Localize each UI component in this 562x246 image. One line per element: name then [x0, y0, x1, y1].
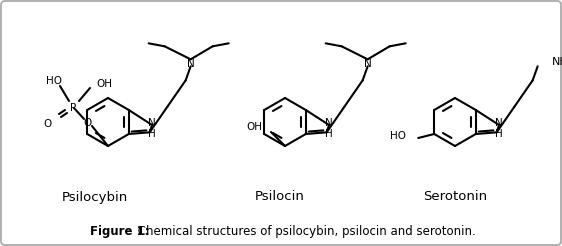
Text: H: H — [324, 129, 332, 139]
Text: Psilocin: Psilocin — [255, 190, 305, 203]
Text: OH: OH — [96, 79, 112, 89]
Text: Chemical structures of psilocybin, psilocin and serotonin.: Chemical structures of psilocybin, psilo… — [134, 226, 476, 239]
Text: HO: HO — [390, 131, 406, 141]
Text: N: N — [495, 118, 502, 128]
Text: OH: OH — [246, 122, 262, 132]
Text: O: O — [44, 119, 52, 129]
Text: N: N — [187, 59, 194, 69]
Text: H: H — [495, 129, 502, 139]
Text: N: N — [364, 59, 371, 69]
Text: Figure 1:: Figure 1: — [90, 226, 149, 239]
Text: NH₂: NH₂ — [552, 57, 562, 67]
Text: Serotonin: Serotonin — [423, 190, 487, 203]
Text: P: P — [70, 103, 76, 113]
Text: N: N — [147, 118, 155, 128]
Text: O: O — [83, 118, 91, 128]
Text: Psilocybin: Psilocybin — [62, 190, 128, 203]
Text: N: N — [324, 118, 332, 128]
Text: H: H — [147, 129, 155, 139]
Text: HO: HO — [46, 76, 62, 86]
